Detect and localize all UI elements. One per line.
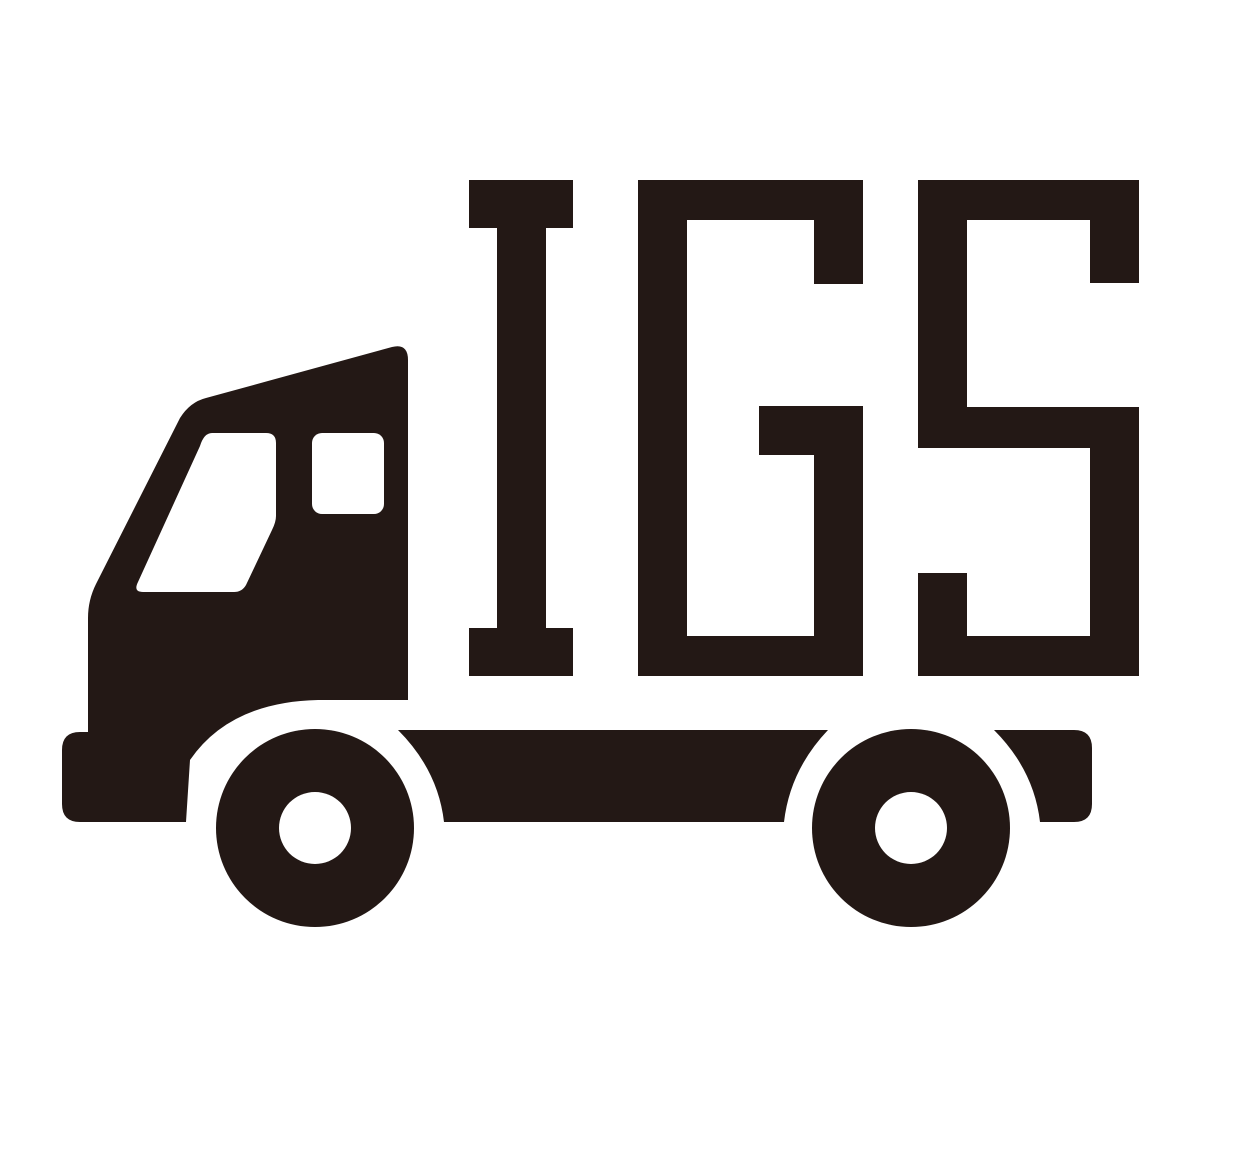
- truck-chassis-rear: [994, 730, 1092, 822]
- truck-front-window: [136, 433, 276, 592]
- truck-side-window: [312, 433, 384, 514]
- truck-icon: [62, 346, 1092, 927]
- truck-wheel-rear: [812, 729, 1010, 927]
- logo-letter-i: [469, 180, 573, 676]
- logo-lettering: [469, 180, 1139, 676]
- logo-letter-g: [638, 180, 863, 676]
- truck-wheel-front: [216, 729, 414, 927]
- logo-letter-s: [918, 180, 1139, 676]
- truck-chassis-middle: [398, 730, 828, 822]
